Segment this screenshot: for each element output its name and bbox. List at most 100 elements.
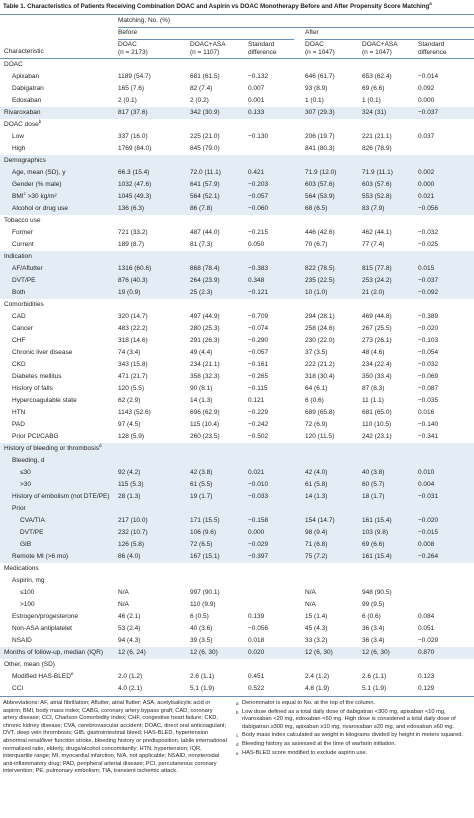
footnote-text: HAS-BLED score modified to exclude aspir… <box>242 749 368 756</box>
label-text: DOAC dose <box>4 121 39 128</box>
cell: 33 (3.2) <box>305 637 328 644</box>
title-text: Table 1. Characteristics of Patients Rec… <box>3 3 430 10</box>
column-header: DOAC <box>118 41 137 48</box>
cell: −0.121 <box>248 289 269 296</box>
row-label: Gender (% male) <box>12 181 62 188</box>
row-label: Indication <box>4 253 32 260</box>
cell: 264 (23.9) <box>190 277 220 284</box>
column-header: DOAC <box>305 41 324 48</box>
cell: 0.051 <box>418 625 435 632</box>
row-label: DVT/PE <box>12 277 36 284</box>
cell: 72 (6.9) <box>305 421 328 428</box>
cell: 0.008 <box>418 541 435 548</box>
cell: 291 (26.3) <box>190 337 220 344</box>
row-shade <box>0 155 474 167</box>
cell: 2.6 (1.1) <box>362 673 387 680</box>
row-shade <box>0 455 474 467</box>
cell: 1189 (54.7) <box>118 73 151 80</box>
cell: 471 (21.7) <box>118 373 148 380</box>
row-label: ≤30 <box>20 469 31 476</box>
cell: 120 (5.5) <box>118 385 145 392</box>
cell: 0.037 <box>418 133 435 140</box>
row-label: History of embolism (not DTE/PE) <box>12 493 110 500</box>
cell: 358 (32.3) <box>190 373 220 380</box>
cell: 11 (1.1) <box>362 397 384 404</box>
row-label: CKD <box>12 361 26 368</box>
cell: 1045 (49.3) <box>118 193 152 200</box>
cell: −0.203 <box>248 181 269 188</box>
column-header: Standard <box>418 41 445 48</box>
cell: 653 (62.4) <box>362 73 392 80</box>
header-bottom-rule <box>0 58 474 59</box>
row-label: Tobacco use <box>4 217 41 224</box>
cell: 69 (6.6) <box>362 85 385 92</box>
cell: 1 (0.1) <box>362 97 381 104</box>
cell: 868 (78.4) <box>190 265 220 272</box>
cell: 0.000 <box>418 181 435 188</box>
cell: 232 (10.7) <box>118 529 148 536</box>
row-shade <box>0 191 474 203</box>
cell: 564 (52.1) <box>190 193 220 200</box>
row-label: BMIc >30 kg/m² <box>12 191 57 203</box>
header-rule <box>118 39 294 40</box>
row-label: Age, mean (SD), y <box>12 169 66 176</box>
cell: 0.016 <box>418 409 435 416</box>
label-text: Modified HAS-BLED <box>12 673 71 680</box>
cell: 307 (29.3) <box>305 109 335 116</box>
footnote: d Bleeding history as assessed at the tim… <box>236 741 470 749</box>
row-shade <box>0 251 474 263</box>
cell: 71.9 (12.0) <box>305 169 337 176</box>
cell: 18 (1.7) <box>362 493 385 500</box>
cell: 462 (44.1) <box>362 229 392 236</box>
cell: 60 (5.7) <box>362 481 385 488</box>
row-shade <box>0 647 474 659</box>
header-rule <box>305 39 474 40</box>
cell: −0.132 <box>248 73 269 80</box>
cell: 242 (23.1) <box>362 433 392 440</box>
cell: 4.0 (2.1) <box>118 685 143 692</box>
cell: 161 (15.4) <box>362 517 392 524</box>
cell: 234 (21.1) <box>190 361 220 368</box>
cell: 0.123 <box>418 673 435 680</box>
cell: 0.092 <box>418 85 435 92</box>
cell: 28 (1.3) <box>118 493 141 500</box>
cell: 19 (1.7) <box>190 493 213 500</box>
cell: −0.029 <box>248 541 269 548</box>
cell: 646 (61.7) <box>305 73 335 80</box>
row-label: Comorbidities <box>4 301 44 308</box>
column-header: DOAC+ASA <box>362 41 398 48</box>
column-header: (n = 1047) <box>305 49 335 56</box>
footnote: b Low dose defined as a total daily dose … <box>236 709 470 732</box>
cell: 77 (7.4) <box>362 241 385 248</box>
cell: −0.074 <box>248 325 269 332</box>
row-label: Low <box>12 133 24 140</box>
cell: −0.054 <box>418 349 439 356</box>
row-shade <box>0 539 474 551</box>
cell: 86 (4.0) <box>118 553 141 560</box>
row-label: PAD <box>12 421 25 428</box>
row-label: >30 <box>20 481 32 488</box>
cell: 0.121 <box>248 397 265 404</box>
footnote-mark: d <box>99 443 102 448</box>
cell: 446 (42.6) <box>305 229 335 236</box>
cell: 82 (7.4) <box>190 85 213 92</box>
row-label: Both <box>12 289 26 296</box>
footnote-mark: d <box>236 741 239 747</box>
cell: 110 (9.9) <box>190 601 216 608</box>
cell: 40 (3.6) <box>190 625 213 632</box>
footnote-mark: b <box>236 709 239 715</box>
cell: −0.264 <box>418 553 439 560</box>
cell: 1316 (60.6) <box>118 265 152 272</box>
cell: −0.035 <box>418 397 439 404</box>
cell: −0.092 <box>418 289 439 296</box>
row-label: ≤100 <box>20 589 35 596</box>
cell: −0.060 <box>248 205 269 212</box>
row-label: NSAID <box>12 637 32 644</box>
cell: 681 (61.5) <box>190 73 220 80</box>
cell: 564 (53.9) <box>305 193 335 200</box>
cell: 320 (14.7) <box>118 313 148 320</box>
cell: −0.037 <box>418 277 439 284</box>
row-label: Medications <box>4 565 39 572</box>
cell: N/A <box>118 589 129 596</box>
cell: −0.056 <box>248 625 269 632</box>
